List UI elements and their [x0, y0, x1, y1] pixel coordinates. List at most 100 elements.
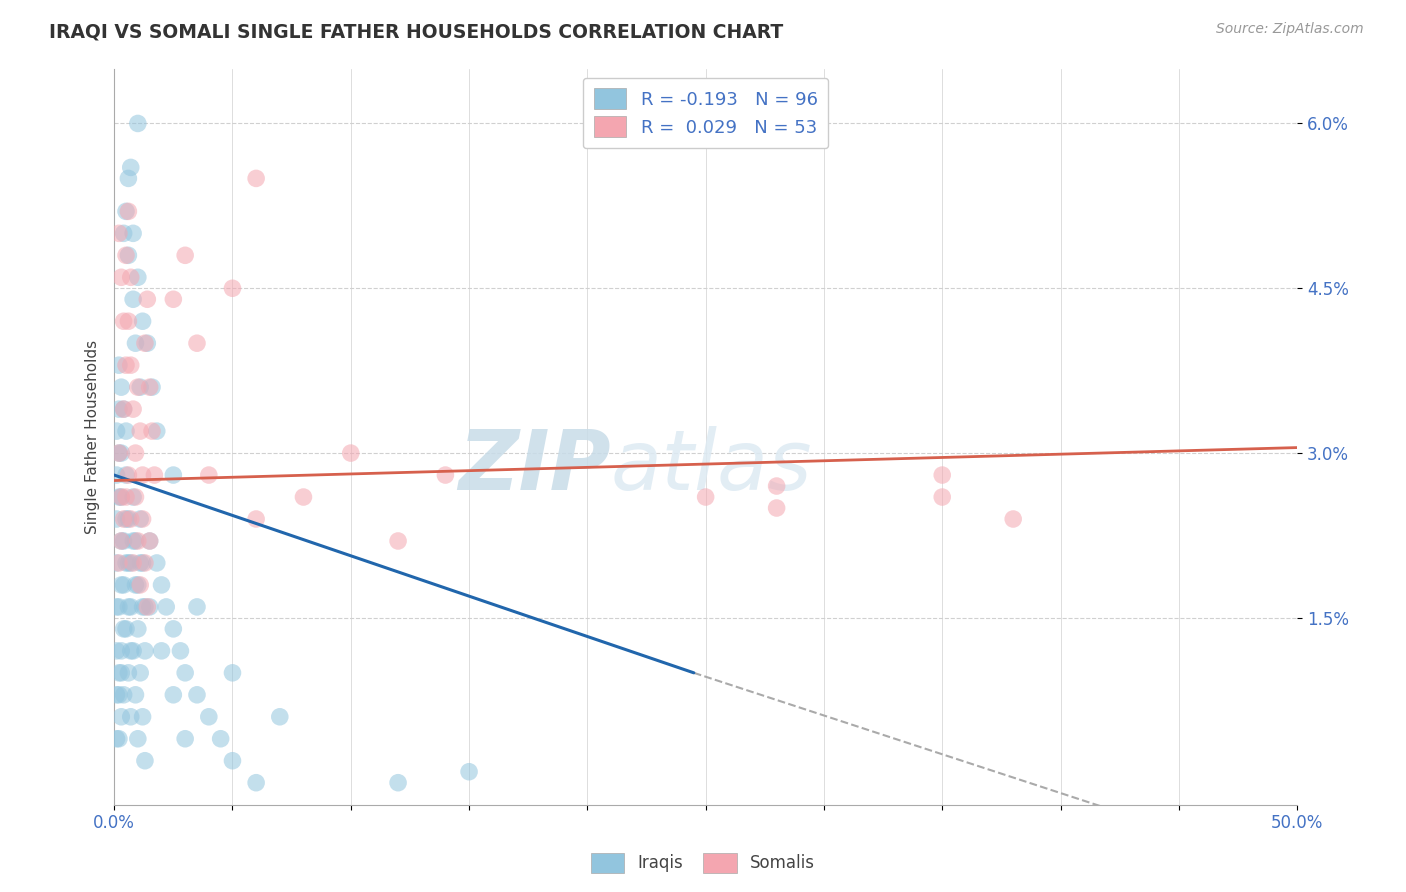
- Point: [1002, 512, 1025, 526]
- Point: [138, 533, 160, 548]
- Point: [143, 468, 166, 483]
- Point: [150, 644, 173, 658]
- Point: [108, 227, 131, 241]
- Point: [162, 292, 184, 306]
- Point: [146, 556, 169, 570]
- Point: [131, 468, 153, 483]
- Point: [120, 270, 142, 285]
- Point: [108, 358, 131, 372]
- Point: [110, 490, 132, 504]
- Y-axis label: Single Father Households: Single Father Households: [86, 340, 100, 533]
- Point: [162, 688, 184, 702]
- Point: [112, 512, 135, 526]
- Point: [127, 578, 149, 592]
- Point: [122, 644, 145, 658]
- Point: [105, 556, 128, 570]
- Point: [120, 644, 142, 658]
- Text: IRAQI VS SOMALI SINGLE FATHER HOUSEHOLDS CORRELATION CHART: IRAQI VS SOMALI SINGLE FATHER HOUSEHOLDS…: [49, 22, 783, 41]
- Point: [115, 556, 138, 570]
- Point: [387, 775, 409, 789]
- Point: [138, 380, 160, 394]
- Point: [124, 336, 146, 351]
- Point: [131, 599, 153, 614]
- Point: [110, 644, 132, 658]
- Point: [120, 556, 142, 570]
- Point: [110, 710, 132, 724]
- Point: [138, 533, 160, 548]
- Point: [127, 380, 149, 394]
- Point: [458, 764, 481, 779]
- Legend: Iraqis, Somalis: Iraqis, Somalis: [585, 847, 821, 880]
- Point: [108, 599, 131, 614]
- Point: [110, 665, 132, 680]
- Point: [141, 424, 163, 438]
- Point: [198, 468, 221, 483]
- Point: [131, 314, 153, 328]
- Point: [117, 204, 139, 219]
- Point: [136, 599, 159, 614]
- Point: [124, 446, 146, 460]
- Point: [120, 512, 142, 526]
- Point: [115, 358, 138, 372]
- Point: [122, 533, 145, 548]
- Point: [117, 314, 139, 328]
- Point: [186, 336, 208, 351]
- Point: [124, 688, 146, 702]
- Point: [108, 446, 131, 460]
- Point: [127, 533, 149, 548]
- Point: [105, 424, 128, 438]
- Point: [127, 622, 149, 636]
- Text: ZIP: ZIP: [458, 425, 612, 507]
- Point: [105, 599, 128, 614]
- Point: [110, 270, 132, 285]
- Point: [110, 490, 132, 504]
- Point: [209, 731, 232, 746]
- Point: [129, 665, 152, 680]
- Point: [150, 578, 173, 592]
- Point: [124, 533, 146, 548]
- Point: [112, 688, 135, 702]
- Point: [136, 336, 159, 351]
- Point: [127, 116, 149, 130]
- Point: [292, 490, 315, 504]
- Point: [129, 380, 152, 394]
- Point: [117, 665, 139, 680]
- Legend: R = -0.193   N = 96, R =  0.029   N = 53: R = -0.193 N = 96, R = 0.029 N = 53: [583, 78, 828, 148]
- Point: [110, 578, 132, 592]
- Point: [127, 731, 149, 746]
- Point: [124, 490, 146, 504]
- Point: [108, 490, 131, 504]
- Point: [110, 533, 132, 548]
- Point: [174, 731, 197, 746]
- Point: [122, 490, 145, 504]
- Point: [112, 314, 135, 328]
- Point: [120, 358, 142, 372]
- Point: [117, 512, 139, 526]
- Point: [122, 402, 145, 417]
- Point: [112, 402, 135, 417]
- Point: [269, 710, 291, 724]
- Point: [117, 556, 139, 570]
- Point: [931, 468, 953, 483]
- Point: [120, 710, 142, 724]
- Point: [115, 424, 138, 438]
- Point: [108, 446, 131, 460]
- Point: [162, 622, 184, 636]
- Point: [221, 281, 243, 295]
- Point: [117, 599, 139, 614]
- Point: [127, 270, 149, 285]
- Point: [112, 227, 135, 241]
- Point: [108, 665, 131, 680]
- Point: [155, 599, 177, 614]
- Point: [117, 468, 139, 483]
- Point: [174, 665, 197, 680]
- Point: [108, 556, 131, 570]
- Point: [434, 468, 457, 483]
- Point: [108, 402, 131, 417]
- Point: [245, 775, 267, 789]
- Point: [221, 754, 243, 768]
- Point: [129, 424, 152, 438]
- Point: [120, 599, 142, 614]
- Point: [245, 171, 267, 186]
- Point: [339, 446, 361, 460]
